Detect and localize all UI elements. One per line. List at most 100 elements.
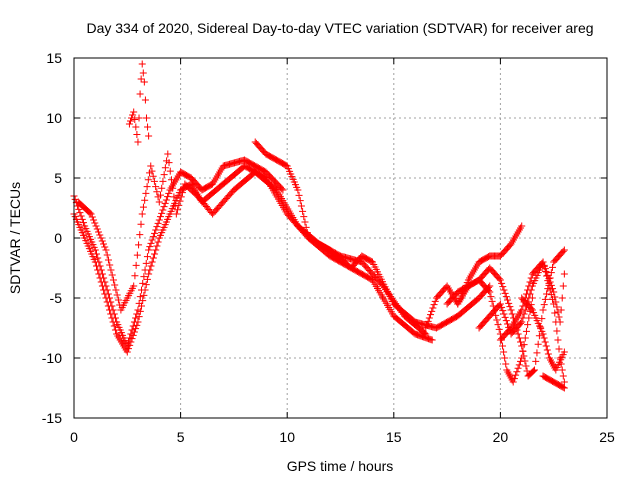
data-point (104, 302, 112, 310)
data-point (101, 290, 109, 298)
data-point (534, 340, 542, 348)
data-point (513, 368, 521, 376)
data-point (138, 210, 146, 218)
data-point (78, 215, 86, 223)
data-point (133, 131, 141, 138)
data-point (96, 231, 104, 239)
data-point (431, 297, 439, 305)
data-point (154, 219, 162, 227)
data-point (97, 278, 105, 286)
data-point (496, 276, 504, 284)
data-point (518, 222, 526, 230)
data-point (558, 294, 566, 302)
x-tick-label: 25 (599, 429, 615, 445)
data-point (518, 342, 526, 350)
data-point (501, 313, 509, 321)
data-point (86, 209, 94, 217)
data-point (114, 296, 122, 304)
data-point (177, 193, 185, 201)
data-point (160, 171, 168, 179)
series-spike (125, 60, 153, 146)
data-point (165, 159, 173, 167)
data-point (113, 291, 121, 299)
grid (74, 58, 607, 418)
data-point (543, 290, 551, 298)
data-point (142, 281, 150, 289)
data-point (549, 295, 557, 303)
data-point (297, 202, 305, 210)
data-point (138, 60, 146, 68)
data-point (499, 307, 507, 315)
data-point (519, 347, 527, 355)
x-tick-label: 5 (177, 429, 185, 445)
data-point (143, 253, 151, 261)
data-point (139, 69, 147, 77)
data-point (140, 273, 148, 281)
data-point (529, 367, 537, 375)
x-tick-label: 15 (386, 429, 402, 445)
data-point (422, 324, 430, 332)
data-point (130, 328, 138, 336)
data-point (132, 261, 140, 269)
data-point (494, 321, 502, 329)
data-point (147, 239, 155, 247)
data-point (510, 375, 518, 383)
data-point (559, 383, 567, 391)
data-point (560, 348, 568, 356)
data-point (523, 367, 531, 375)
data-point (551, 309, 559, 317)
data-point (384, 289, 392, 297)
data-point (172, 210, 180, 218)
data-point (149, 172, 157, 180)
data-point (134, 318, 142, 326)
data-point (106, 306, 114, 314)
data-point (560, 384, 568, 392)
data-point (487, 293, 495, 301)
data-point (156, 191, 164, 199)
data-point (541, 338, 549, 346)
data-point (429, 304, 437, 312)
y-tick-label: 10 (46, 110, 62, 126)
data-point (424, 317, 432, 325)
data-point (88, 213, 96, 221)
x-tick-label: 20 (493, 429, 509, 445)
data-point (147, 262, 155, 270)
data-point (522, 290, 530, 298)
data-point (162, 196, 170, 204)
data-point (279, 186, 287, 194)
data-point (93, 225, 101, 233)
data-point (547, 269, 555, 277)
data-point (141, 196, 149, 204)
data-point (127, 338, 135, 346)
data-point (152, 246, 160, 254)
data-point (153, 223, 161, 231)
data-point (294, 186, 302, 194)
data-point (126, 341, 134, 349)
data-point (160, 203, 168, 211)
data-point (143, 183, 151, 191)
data-point (107, 266, 115, 274)
data-point (557, 306, 565, 314)
data-point (165, 189, 173, 197)
data-point (135, 241, 143, 249)
data-point (527, 274, 535, 282)
data-point (506, 303, 514, 311)
axis-ticks: 0 5 10 15 20 25 -15 -10 -5 0 5 10 15 (42, 50, 615, 445)
data-point (295, 191, 303, 199)
data-point (508, 310, 516, 318)
data-point (102, 246, 110, 254)
data-point (145, 246, 153, 254)
x-tick-label: 0 (70, 429, 78, 445)
data-point (543, 346, 551, 354)
data-point (77, 212, 85, 220)
data-point (543, 272, 551, 280)
y-tick-label: -10 (42, 350, 62, 366)
data-point (98, 237, 106, 245)
series-sat-i (496, 258, 568, 386)
data-point (91, 258, 99, 266)
data-point (149, 233, 157, 241)
data-point (144, 176, 152, 184)
data-point (125, 120, 133, 128)
data-point (76, 209, 84, 217)
data-point (145, 132, 153, 140)
